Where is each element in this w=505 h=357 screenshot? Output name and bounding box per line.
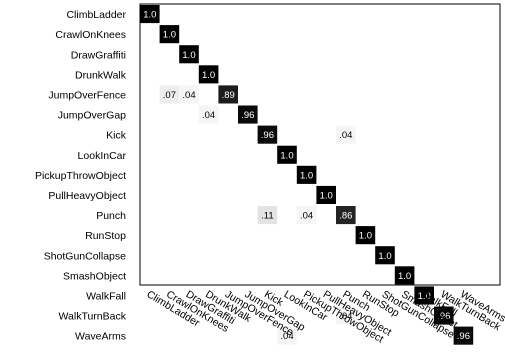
row-label-punch: Punch — [96, 210, 126, 222]
row-labels: ClimbLadder CrawlOnKnees DrawGraffiti Drunk… — [35, 9, 127, 343]
cell-value-label: .04 — [339, 130, 352, 141]
cell-value-label: 1.0 — [300, 170, 313, 181]
cell-value-label: .07 — [163, 90, 176, 101]
matrix-cell-14-14 — [414, 286, 434, 305]
cell-value-label: .04 — [202, 110, 215, 121]
matrix-cell-6-6 — [257, 125, 278, 144]
cell-value-label: .04 — [300, 211, 313, 222]
matrix-cell-10-10 — [336, 206, 356, 225]
cell-value-label: .96 — [437, 311, 450, 322]
matrix-cell-13-13 — [394, 266, 415, 285]
row-label-look-in-car: LookInCar — [78, 150, 127, 162]
matrix-cell-0-0 — [140, 5, 160, 24]
row-label-jump-over-fence: JumpOverFence — [48, 90, 126, 102]
matrix-cell-4-4 — [218, 85, 238, 104]
matrix-cell-10-8 — [296, 206, 317, 225]
matrix-cell-5-3 — [198, 105, 219, 124]
cell-value-label: 1.0 — [359, 231, 372, 242]
cell-value-label: .96 — [457, 331, 470, 342]
matrix-cell-15-15 — [434, 306, 454, 325]
column-labels: ClimbLadderCrawlOnKneesDrawGraffitiDrunk… — [144, 288, 505, 345]
matrix-cell-15-10 — [336, 306, 356, 325]
matrix-cell-16-7 — [277, 326, 297, 345]
cell-value-label: .96 — [261, 130, 274, 141]
row-label-wave-arms: WaveArms — [75, 331, 126, 343]
matrix-cell-11-11 — [355, 226, 376, 245]
matrix-cell-4-2 — [179, 85, 199, 104]
cell-value-label: 1.0 — [202, 70, 215, 81]
matrix-cell-16-16 — [453, 326, 474, 345]
row-label-smash-object: SmashObject — [63, 270, 126, 282]
matrix-cell-7-7 — [277, 145, 297, 164]
matrix-cells: 1.0 1.0 1.0 1.0 .07 .04 .89 .04 .96 .96 .04 1.0 1.0 1… — [140, 5, 474, 345]
matrix-cell-10-6 — [257, 206, 278, 225]
matrix-cell-12-12 — [375, 246, 395, 265]
row-label-pickup-throw-object: PickupThrowObject — [35, 170, 126, 182]
matrix-frame — [139, 3, 501, 286]
cell-value-label: 1.0 — [418, 291, 431, 302]
cell-value-label: .04 — [339, 311, 352, 322]
cell-value-label: 1.0 — [143, 10, 156, 21]
cell-value-label: 1.0 — [163, 30, 176, 41]
cell-value-label: .86 — [339, 211, 352, 222]
row-label-draw-graffiti: DrawGraffiti — [71, 49, 126, 61]
matrix-cell-2-2 — [179, 45, 199, 64]
cell-value-label: .89 — [222, 90, 235, 101]
row-label-crawl-on-knees: CrawlOnKnees — [55, 29, 126, 41]
cell-value-label: .04 — [182, 90, 195, 101]
row-label-walk-fall: WalkFall — [86, 291, 126, 303]
cell-value-label: .11 — [261, 211, 274, 222]
row-label-pull-heavy-object: PullHeavyObject — [48, 190, 126, 202]
row-label-climb-ladder: ClimbLadder — [66, 9, 126, 21]
row-label-walk-turn-back: WalkTurnBack — [59, 311, 127, 323]
matrix-cell-9-9 — [316, 185, 336, 204]
matrix-cell-5-5 — [238, 105, 258, 124]
cell-value-label: .96 — [241, 110, 254, 121]
row-label-run-stop: RunStop — [85, 230, 126, 242]
cell-value-label: 1.0 — [398, 271, 411, 282]
matrix-cell-3-3 — [198, 65, 219, 84]
matrix-cell-6-10 — [336, 125, 356, 144]
cell-value-label: 1.0 — [378, 251, 391, 262]
row-label-drunk-walk: DrunkWalk — [75, 69, 127, 81]
row-label-jump-over-gap: JumpOverGap — [58, 110, 126, 122]
matrix-cell-1-1 — [159, 25, 180, 44]
matrix-cell-8-8 — [296, 165, 317, 184]
matrix-cell-4-1 — [159, 85, 180, 104]
cell-value-label: 1.0 — [182, 50, 195, 61]
cell-value-label: .04 — [280, 331, 293, 342]
cell-value-label: 1.0 — [320, 191, 333, 202]
cell-value-label: 1.0 — [280, 150, 293, 161]
row-label-kick: Kick — [106, 130, 127, 142]
row-label-shot-gun-collapse: ShotGunCollapse — [44, 250, 126, 262]
